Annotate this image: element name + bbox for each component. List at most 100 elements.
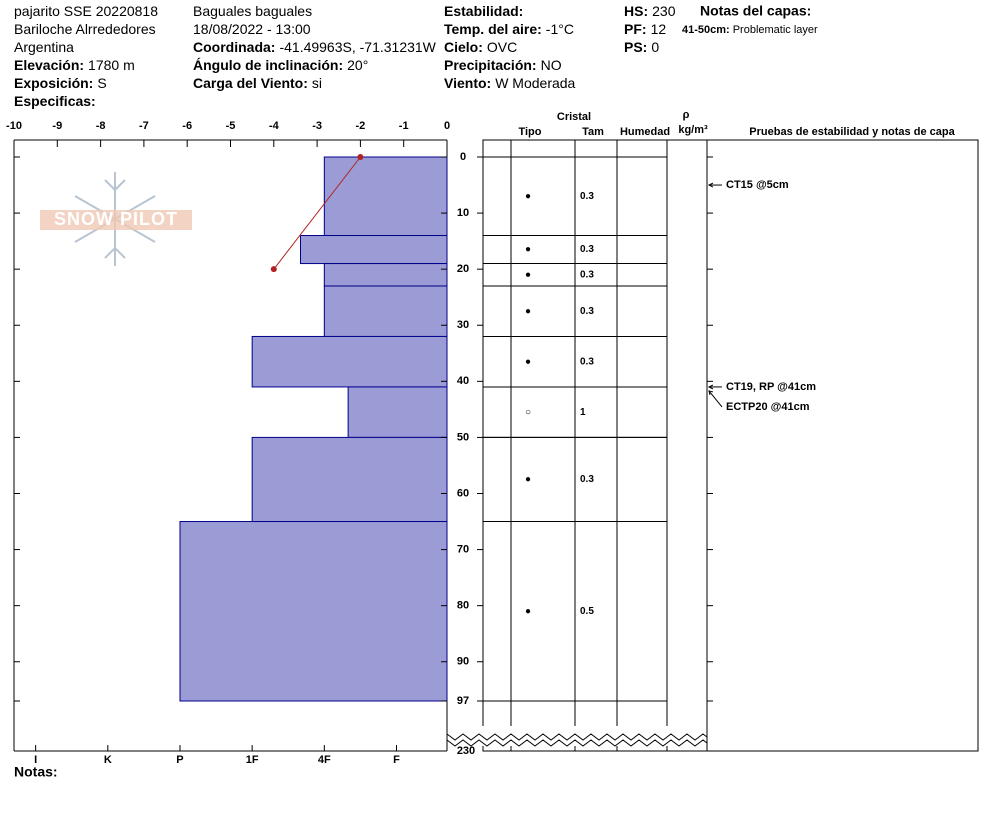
temp-label: -4 [269, 120, 280, 132]
hardness-bar [300, 235, 448, 265]
depth-label: 90 [457, 656, 469, 668]
hardness-bar [251, 335, 448, 388]
temp-label: -7 [139, 120, 149, 132]
total-depth-label: 230 [457, 745, 475, 757]
header-line: Ángulo de inclinación: 20° [193, 57, 368, 73]
grain-size: 1 [580, 407, 586, 418]
header-line: PS: 0 [624, 39, 659, 55]
depth-label: 70 [457, 543, 469, 555]
depth-label: 0 [460, 151, 466, 163]
header-value: 18/08/2022 - 13:00 [193, 21, 311, 37]
header-label: Viento: [444, 75, 491, 91]
grain-size: 0.3 [580, 356, 594, 367]
header-label: Elevación: [14, 57, 84, 73]
header-label: Coordinada: [193, 39, 275, 55]
depth-label: 60 [457, 487, 469, 499]
header-line: Baguales baguales [193, 3, 312, 19]
grain-size: 0.3 [580, 244, 594, 255]
header-label: Exposición: [14, 75, 93, 91]
grain-type: ● [525, 606, 531, 617]
hardness-label: I [34, 754, 37, 766]
temperature-point [357, 154, 364, 160]
depth-label: 20 [457, 263, 469, 275]
header-density: ρ [683, 109, 690, 121]
header-label: PS: [624, 39, 647, 55]
layer-note: 41-50cm: Problematic layer [682, 24, 818, 36]
header-crystal: Cristal [557, 111, 591, 123]
hardness-bar [347, 386, 448, 438]
layer-note-range: 41-50cm: [682, 24, 730, 36]
header-line: Estabilidad: [444, 3, 523, 19]
temp-label: -10 [6, 120, 22, 132]
header-tests: Pruebas de estabilidad y notas de capa [749, 126, 955, 138]
hardness-label: 4F [318, 754, 331, 766]
table-frame [482, 139, 979, 752]
hardness-label: K [104, 754, 112, 766]
header-value: -1°C [546, 21, 574, 37]
header-value: si [312, 75, 322, 91]
test-arrowhead [707, 384, 714, 390]
header-label: Carga del Viento: [193, 75, 308, 91]
header-label: Temp. del aire: [444, 21, 542, 37]
grain-size: 0.3 [580, 306, 594, 317]
header-line: PF: 12 [624, 21, 666, 37]
grain-size: 0.3 [580, 269, 594, 280]
depth-label: 50 [457, 431, 469, 443]
temp-label: -9 [52, 120, 62, 132]
header-value: Bariloche Alrrededores [14, 21, 156, 37]
grain-type: ● [525, 356, 531, 367]
depth-break [446, 739, 708, 747]
temp-label: -6 [182, 120, 192, 132]
test-label: CT15 @5cm [726, 179, 789, 191]
layer-notes-title: Notas del capas: [700, 3, 811, 19]
hardness-bar [323, 285, 448, 337]
temp-label: -3 [312, 120, 322, 132]
header-value: Argentina [14, 39, 74, 55]
notes-label: Notas: [14, 764, 58, 780]
header-value: 230 [652, 3, 676, 19]
header-type: Tipo [518, 126, 541, 138]
hardness-label: 1F [246, 754, 259, 766]
header-value: -41.49963S, -71.31231W [279, 39, 436, 55]
header-value: Baguales baguales [193, 3, 312, 19]
depth-label: 10 [457, 207, 469, 219]
header-line: Elevación: 1780 m [14, 57, 135, 73]
logo-band [40, 210, 192, 230]
temp-label: -5 [226, 120, 236, 132]
temp-label: -2 [356, 120, 366, 132]
header-line: Coordinada: -41.49963S, -71.31231W [193, 39, 437, 55]
header-value: OVC [487, 39, 517, 55]
header-value: pajarito SSE 20220818 [14, 3, 158, 19]
header-value: NO [541, 57, 562, 73]
header-line: Viento: W Moderada [444, 75, 576, 91]
temp-label: -1 [399, 120, 409, 132]
test-arrowhead [707, 182, 714, 188]
grain-type: ● [525, 474, 531, 485]
hardness-bar [179, 521, 448, 702]
grain-size: 0.3 [580, 191, 594, 202]
header-line: Precipitación: NO [444, 57, 562, 73]
test-label: CT19, RP @41cm [726, 381, 816, 393]
temperature-point [270, 266, 277, 273]
header-value: 12 [651, 21, 667, 37]
depth-break [446, 733, 708, 741]
grain-size: 0.3 [580, 474, 594, 485]
header-label: HS: [624, 3, 648, 19]
header-size: Tam [582, 126, 604, 138]
header-line: Carga del Viento: si [193, 75, 322, 91]
depth-label: 97 [457, 695, 469, 707]
header-label: Especificas: [14, 93, 96, 109]
header-line: Cielo: OVC [444, 39, 517, 55]
hardness-bar [251, 436, 448, 523]
header-line: Bariloche Alrrededores [14, 21, 156, 37]
header-value: 20° [347, 57, 368, 73]
test-arrowhead [708, 390, 714, 396]
grain-type: ● [525, 244, 531, 255]
temp-label: 0 [444, 120, 450, 132]
hardness-bar [323, 156, 448, 237]
header-line: Temp. del aire: -1°C [444, 21, 574, 37]
header-value: S [97, 75, 106, 91]
header-density-unit: kg/m³ [678, 124, 708, 136]
header-line: Argentina [14, 39, 74, 55]
